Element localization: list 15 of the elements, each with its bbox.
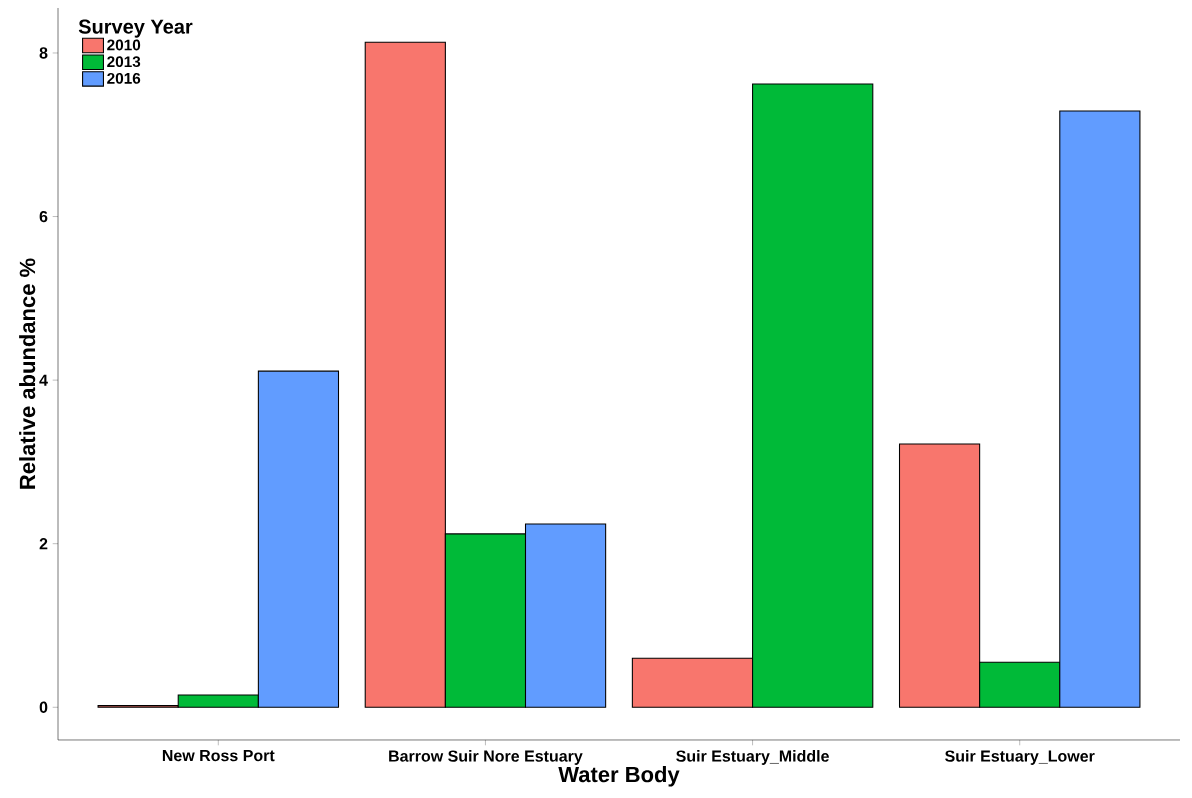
x-axis-title: Water Body <box>558 766 680 787</box>
x-tick-label: Barrow Suir Nore Estuary <box>389 750 583 765</box>
x-tick-label: New Ross Port <box>162 750 275 762</box>
legend-title: Survey Year <box>78 19 193 38</box>
y-tick-label: 4 <box>39 374 48 386</box>
legend-label: 2013 <box>107 56 141 68</box>
legend-label: 2016 <box>107 72 141 84</box>
y-tick-label: 0 <box>39 701 48 713</box>
legend-label: 2010 <box>107 39 141 51</box>
y-tick-label: 8 <box>39 47 48 59</box>
x-tick-label: Suir Estuary_Lower <box>945 750 1095 765</box>
y-tick-label: 6 <box>39 210 48 223</box>
x-tick-label: Suir Estuary_Middle <box>676 750 829 765</box>
y-tick-label: 2 <box>39 538 48 550</box>
y-axis-title: Relative abundance % <box>19 258 36 489</box>
